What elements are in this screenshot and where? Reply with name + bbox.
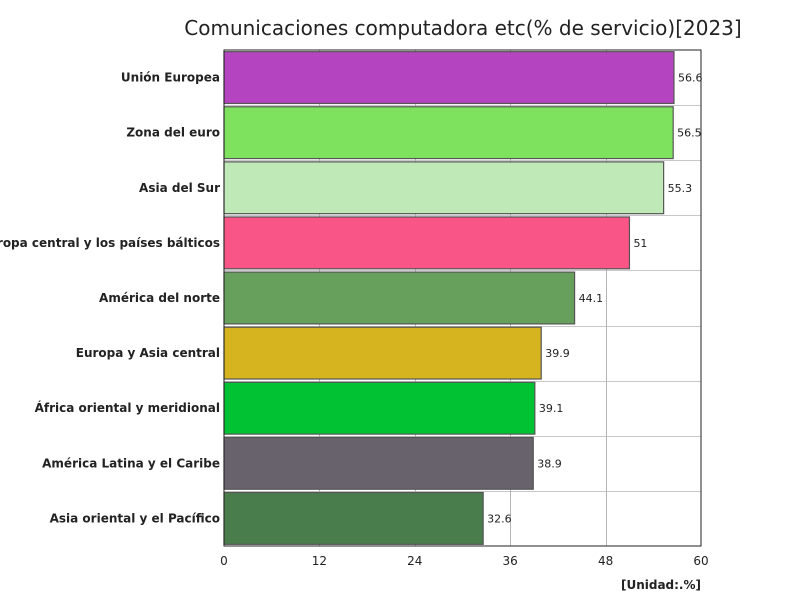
x-tick-label: 24: [407, 554, 422, 568]
value-label: 32.6: [487, 512, 512, 525]
value-label: 51: [633, 237, 647, 250]
x-tick-label: 48: [598, 554, 613, 568]
chart-title: Comunicaciones computadora etc(% de serv…: [184, 16, 741, 40]
value-label: 44.1: [579, 292, 604, 305]
bar: [223, 216, 631, 270]
category-label: Europa central y los países bálticos: [0, 236, 220, 250]
bar: [223, 271, 576, 325]
category-label: América Latina y el Caribe: [42, 456, 220, 470]
value-label: 55.3: [668, 182, 693, 195]
value-label: 39.9: [545, 347, 570, 360]
bars: [223, 51, 675, 545]
x-tick-label: 12: [312, 554, 327, 568]
plot-frame: [223, 49, 702, 547]
x-tick-label: 60: [693, 554, 708, 568]
category-label: Zona del euro: [126, 126, 220, 140]
category-label: Unión Europea: [121, 71, 220, 85]
x-tick-label: 36: [503, 554, 518, 568]
bar: [223, 491, 484, 545]
category-label: Asia oriental y el Pacífico: [50, 511, 220, 525]
value-label: 38.9: [537, 457, 562, 470]
labels: 0 12 24 36 48 60 Unión Europea 56.6 Zona del eur…: [0, 71, 709, 568]
bar: [223, 381, 536, 435]
bar: [223, 326, 542, 380]
category-label: Europa y Asia central: [76, 346, 220, 360]
bar: [223, 161, 665, 215]
x-tick-label: 0: [220, 554, 228, 568]
bar: [223, 51, 675, 105]
unit-label: [Unidad:.%]: [621, 578, 701, 592]
bar: [223, 436, 534, 490]
value-label: 56.5: [677, 127, 702, 140]
bar: [223, 106, 674, 160]
category-label: África oriental y meridional: [35, 400, 220, 415]
category-label: Asia del Sur: [139, 181, 220, 195]
value-label: 56.6: [678, 72, 703, 85]
value-label: 39.1: [539, 402, 564, 415]
category-label: América del norte: [99, 291, 220, 305]
